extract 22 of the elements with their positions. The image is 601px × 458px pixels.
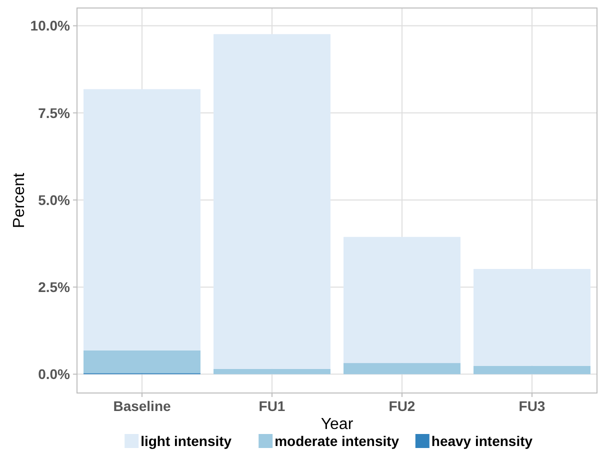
bar	[214, 34, 330, 369]
bar	[84, 89, 200, 350]
x-tick-label: FU3	[518, 398, 546, 414]
y-axis-title: Percent	[11, 172, 28, 228]
legend-label: light intensity	[140, 432, 232, 449]
bar	[344, 363, 460, 374]
legend-label: moderate intensity	[274, 432, 400, 449]
y-tick-label: 10.0%	[30, 18, 71, 34]
bar	[84, 350, 200, 374]
y-tick-label: 0.0%	[38, 366, 71, 382]
y-tick-label: 7.5%	[38, 104, 71, 121]
bar	[474, 366, 590, 374]
x-tick-label: Baseline	[113, 398, 172, 414]
x-tick-label: FU2	[388, 398, 416, 414]
bar	[214, 368, 330, 374]
bar	[474, 268, 590, 366]
x-axis-title: Year	[320, 416, 354, 433]
legend-label: heavy intensity	[431, 432, 533, 449]
y-tick-label: 2.5%	[38, 278, 71, 295]
x-tick-label: FU1	[258, 398, 286, 414]
bar	[344, 236, 460, 364]
y-tick-label: 5.0%	[38, 192, 71, 208]
